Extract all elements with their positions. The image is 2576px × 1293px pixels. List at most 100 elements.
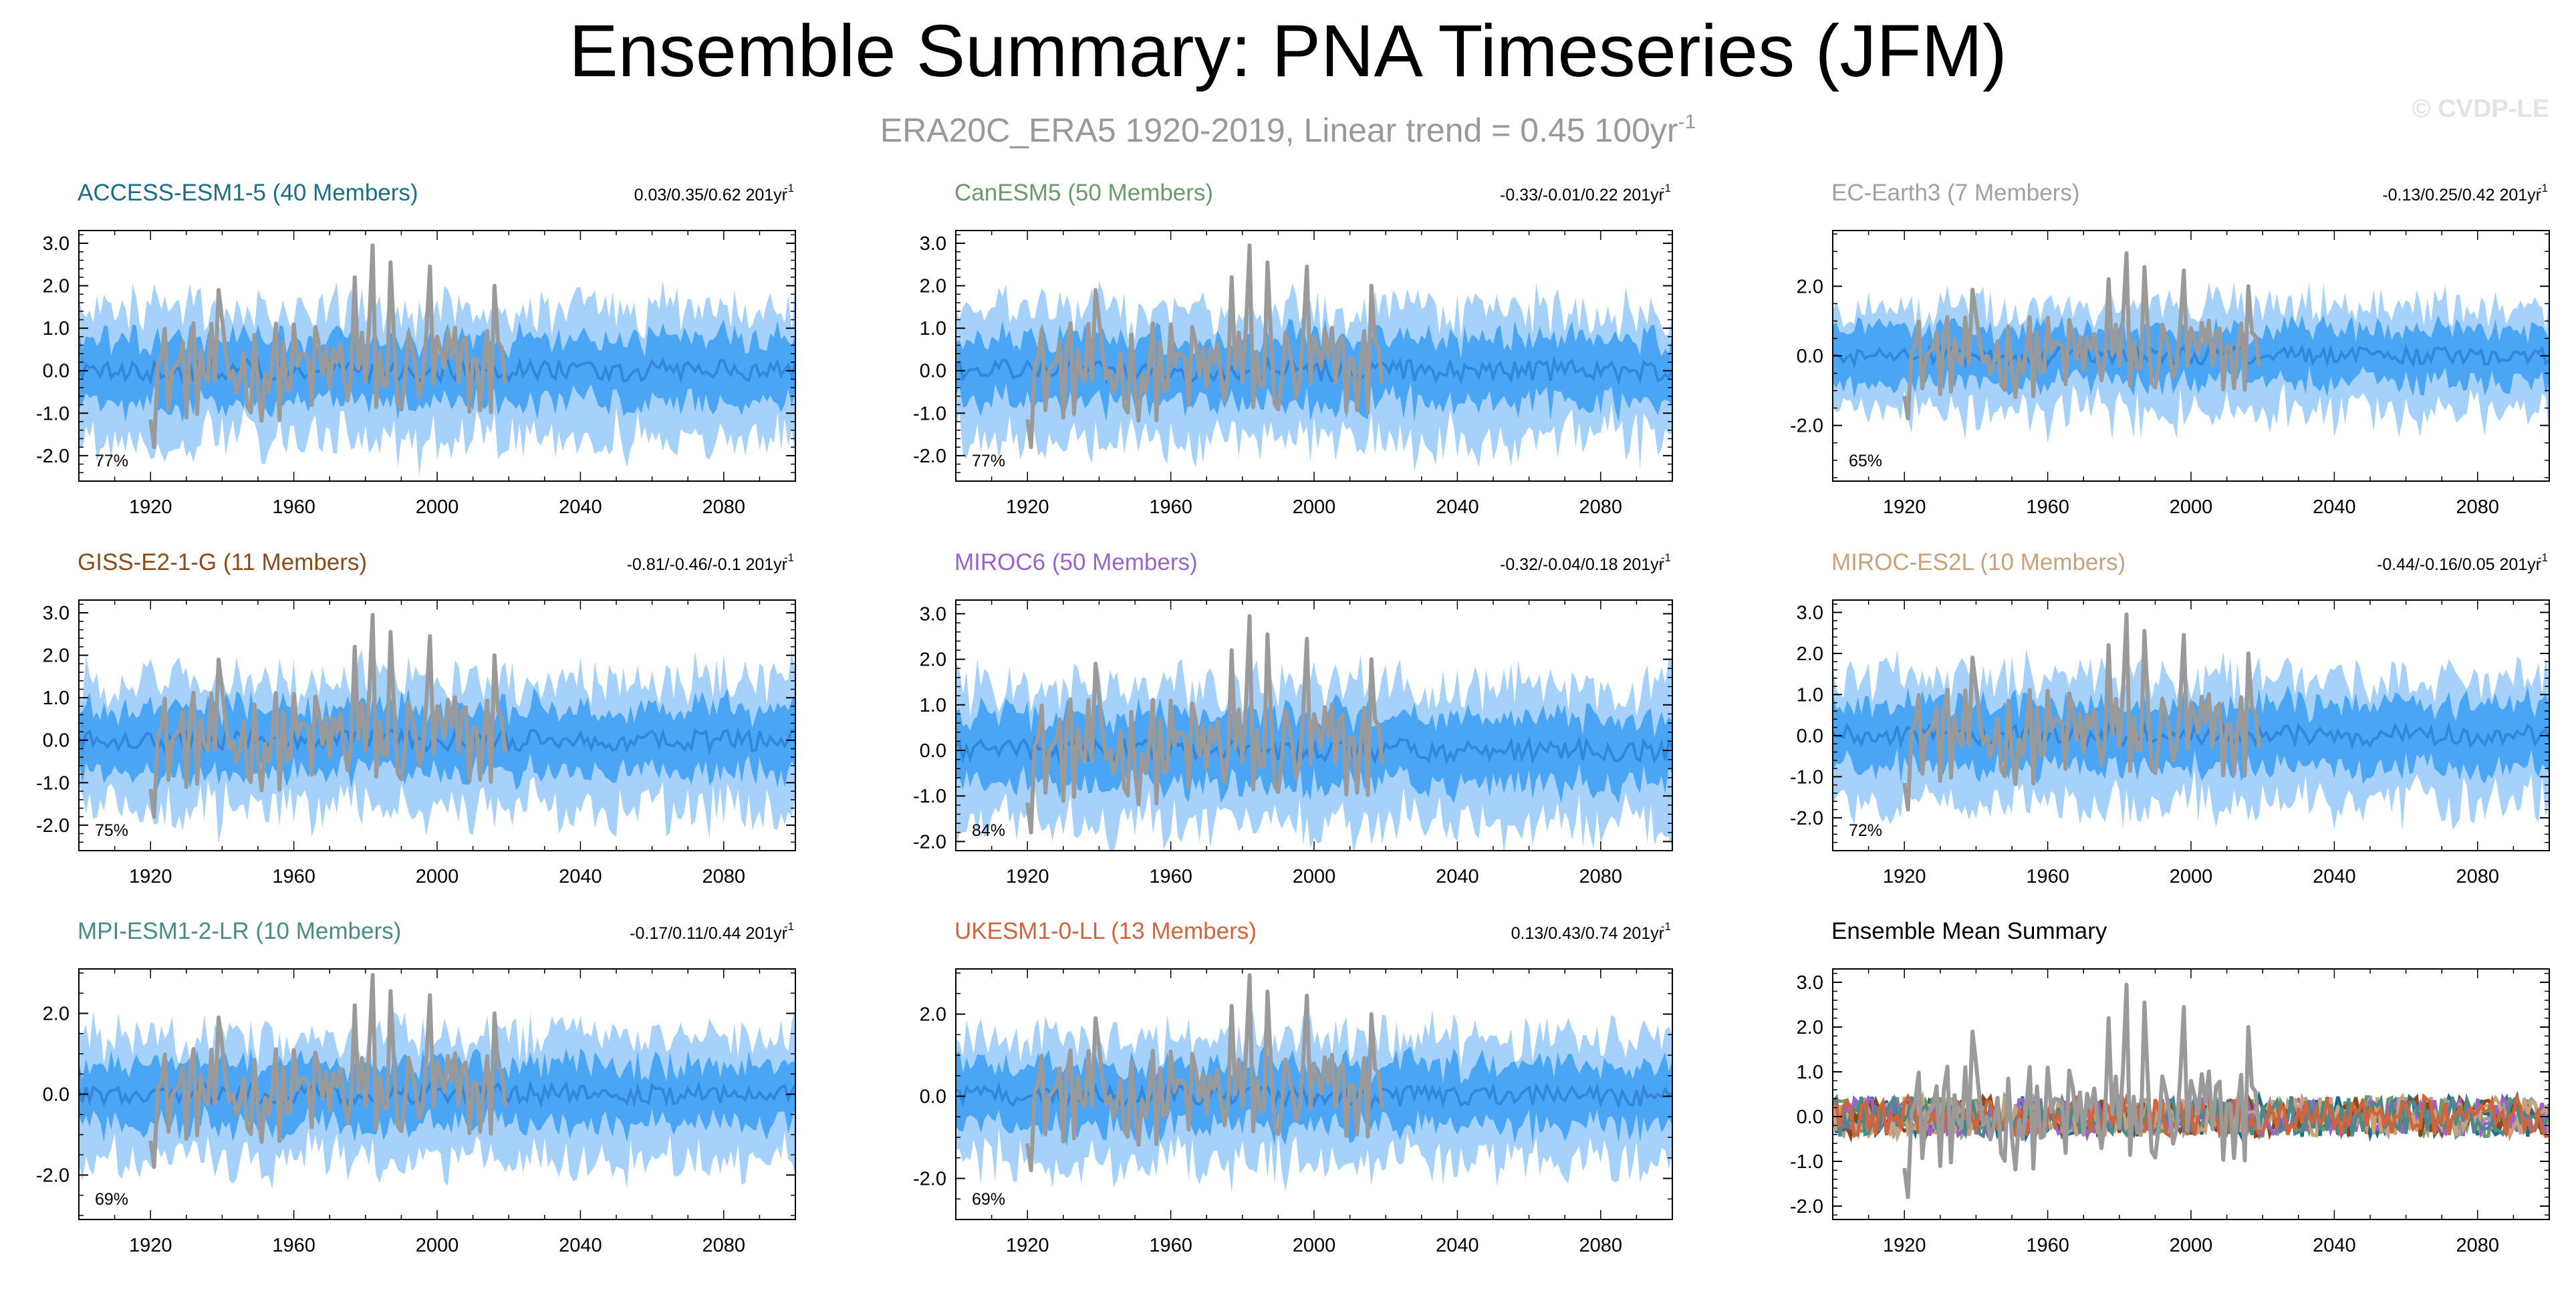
spread-band-inner	[956, 694, 1672, 804]
panel-trend-label: -0.32/-0.04/0.18 201yr	[1500, 555, 1664, 574]
panel-title: MIROC6 (50 Members)	[954, 549, 1198, 575]
y-tick-label: -2.0	[36, 446, 70, 467]
y-tick-label: -1.0	[36, 403, 70, 424]
panel-data-area	[79, 973, 795, 1189]
chart-panel-6: MIROC-ES2L (10 Members) -0.44/-0.16/0.05 …	[1790, 549, 2550, 887]
y-tick-label: -1.0	[913, 403, 946, 424]
chart-panel-1: ACCESS-ESM1-5 (40 Members) 0.03/0.35/0.62…	[36, 180, 796, 518]
y-tick-label: 2.0	[43, 276, 70, 297]
observed-series-line	[148, 973, 507, 1169]
y-tick-label: 1.0	[43, 688, 70, 709]
panel-percent-label: 84%	[972, 821, 1005, 840]
chart-panel-9: Ensemble Mean Summary 3.0 2.0 1.0 0.0 -1.0 -2.…	[1790, 918, 2550, 1256]
y-tick-label: -1.0	[913, 786, 946, 807]
chart-panel-7: MPI-ESM1-2-LR (10 Members) -0.17/0.11/0.4…	[36, 918, 796, 1256]
x-tick-label: 2080	[702, 496, 746, 518]
panel-trend-label: -0.13/0.25/0.42 201yr	[2382, 186, 2541, 204]
x-tick-label: 2040	[2313, 1235, 2356, 1256]
panel-percent-label: 69%	[95, 1190, 128, 1209]
panel-trend-superscript: -1	[1661, 551, 1671, 564]
x-tick-label: 1960	[1149, 496, 1192, 518]
y-tick-label: 0.0	[43, 361, 70, 382]
x-tick-label: 1920	[1883, 866, 1926, 887]
panel-trend-label: 0.13/0.43/0.74 201yr	[1511, 924, 1664, 943]
panel-trend-superscript: -1	[2538, 182, 2548, 194]
chart-panel-3: EC-Earth3 (7 Members) -0.13/0.25/0.42 201…	[1790, 180, 2550, 518]
x-tick-label: 1920	[1883, 1235, 1926, 1256]
observed-series-line	[1902, 251, 2261, 421]
y-tick-label: 2.0	[1797, 1017, 1823, 1038]
figure-title: Ensemble Summary: PNA Timeseries (JFM)	[569, 10, 2007, 92]
observed-series-line	[148, 613, 507, 819]
observed-series-line	[1902, 612, 2261, 812]
panel-data-area	[1833, 251, 2549, 444]
subtitle-text: ERA20C_ERA5 1920-2019, Linear trend = 0.…	[880, 112, 1678, 149]
panel-data-area	[1833, 612, 2549, 831]
panel-data-area	[1833, 982, 2549, 1199]
panel-trend-superscript: -1	[1661, 920, 1671, 933]
y-tick-label: 3.0	[920, 233, 946, 255]
x-tick-label: 2040	[2313, 496, 2356, 518]
y-tick-label: 3.0	[43, 233, 70, 255]
y-tick-label: 2.0	[43, 1004, 70, 1025]
x-tick-label: 2040	[1436, 1235, 1479, 1256]
y-tick-label: -2.0	[1790, 416, 1823, 437]
y-tick-label: 1.0	[920, 318, 946, 339]
panel-trend-label: -0.17/0.11/0.44 201yr	[630, 924, 787, 943]
panel-percent-label: 65%	[1849, 452, 1882, 470]
x-tick-label: 1920	[129, 496, 172, 518]
y-tick-label: 0.0	[920, 361, 946, 382]
x-tick-label: 2080	[1579, 1235, 1623, 1256]
x-tick-label: 1920	[129, 866, 172, 887]
y-tick-label: -1.0	[36, 772, 70, 794]
x-tick-label: 2040	[559, 1235, 602, 1256]
y-tick-label: 2.0	[1797, 643, 1823, 665]
x-tick-label: 1960	[1149, 866, 1192, 887]
x-tick-label: 2080	[2456, 1235, 2500, 1256]
x-tick-label: 2000	[416, 1235, 459, 1256]
x-tick-label: 1920	[1883, 496, 1926, 518]
panel-trend-label: -0.33/-0.01/0.22 201yr	[1500, 186, 1664, 204]
x-tick-label: 2040	[1436, 496, 1479, 518]
panel-title: ACCESS-ESM1-5 (40 Members)	[78, 180, 418, 206]
y-tick-label: 3.0	[1797, 972, 1823, 994]
x-tick-label: 2080	[702, 1235, 746, 1256]
x-tick-label: 1920	[1006, 866, 1049, 887]
x-tick-label: 2000	[2170, 866, 2213, 887]
panel-trend-superscript: -1	[2538, 551, 2548, 564]
y-tick-label: -2.0	[1790, 1196, 1823, 1217]
y-tick-label: 3.0	[43, 603, 70, 624]
panel-trend-superscript: -1	[784, 920, 794, 933]
observed-series-line	[1902, 982, 2261, 1199]
y-tick-label: 0.0	[43, 1085, 70, 1106]
chart-panel-4: GISS-E2-1-G (11 Members) -0.81/-0.46/-0.1…	[36, 549, 796, 887]
panel-trend-superscript: -1	[784, 182, 794, 194]
y-tick-label: 1.0	[43, 318, 70, 339]
figure-subtitle: ERA20C_ERA5 1920-2019, Linear trend = 0.…	[0, 100, 2576, 152]
y-tick-label: -2.0	[913, 831, 946, 853]
panel-title: EC-Earth3 (7 Members)	[1831, 180, 2079, 206]
panel-percent-label: 72%	[1849, 821, 1882, 840]
y-tick-label: -2.0	[36, 815, 70, 837]
panel-data-area	[956, 973, 1672, 1193]
panel-title: MPI-ESM1-2-LR (10 Members)	[78, 918, 401, 944]
x-tick-label: 2000	[1293, 496, 1336, 518]
panel-data-area	[956, 613, 1672, 851]
x-tick-label: 2080	[1579, 496, 1623, 518]
y-tick-label: -2.0	[1790, 808, 1823, 829]
x-tick-label: 1920	[1006, 1235, 1049, 1256]
y-tick-label: 1.0	[920, 695, 946, 716]
y-tick-label: 3.0	[1797, 602, 1823, 623]
panel-trend-label: -0.44/-0.16/0.05 201yr	[2377, 555, 2541, 574]
panel-data-area	[79, 613, 795, 844]
y-tick-label: 2.0	[920, 1004, 946, 1026]
y-tick-label: 0.0	[1797, 1107, 1823, 1128]
x-tick-label: 2000	[1293, 866, 1336, 887]
observed-series-line	[1025, 243, 1384, 450]
chart-panel-5: MIROC6 (50 Members) -0.32/-0.04/0.18 201y…	[913, 549, 1673, 887]
panel-percent-label: 77%	[95, 452, 128, 470]
panel-data-area	[956, 243, 1672, 472]
x-tick-label: 2000	[416, 866, 459, 887]
x-tick-label: 1960	[2026, 866, 2069, 887]
